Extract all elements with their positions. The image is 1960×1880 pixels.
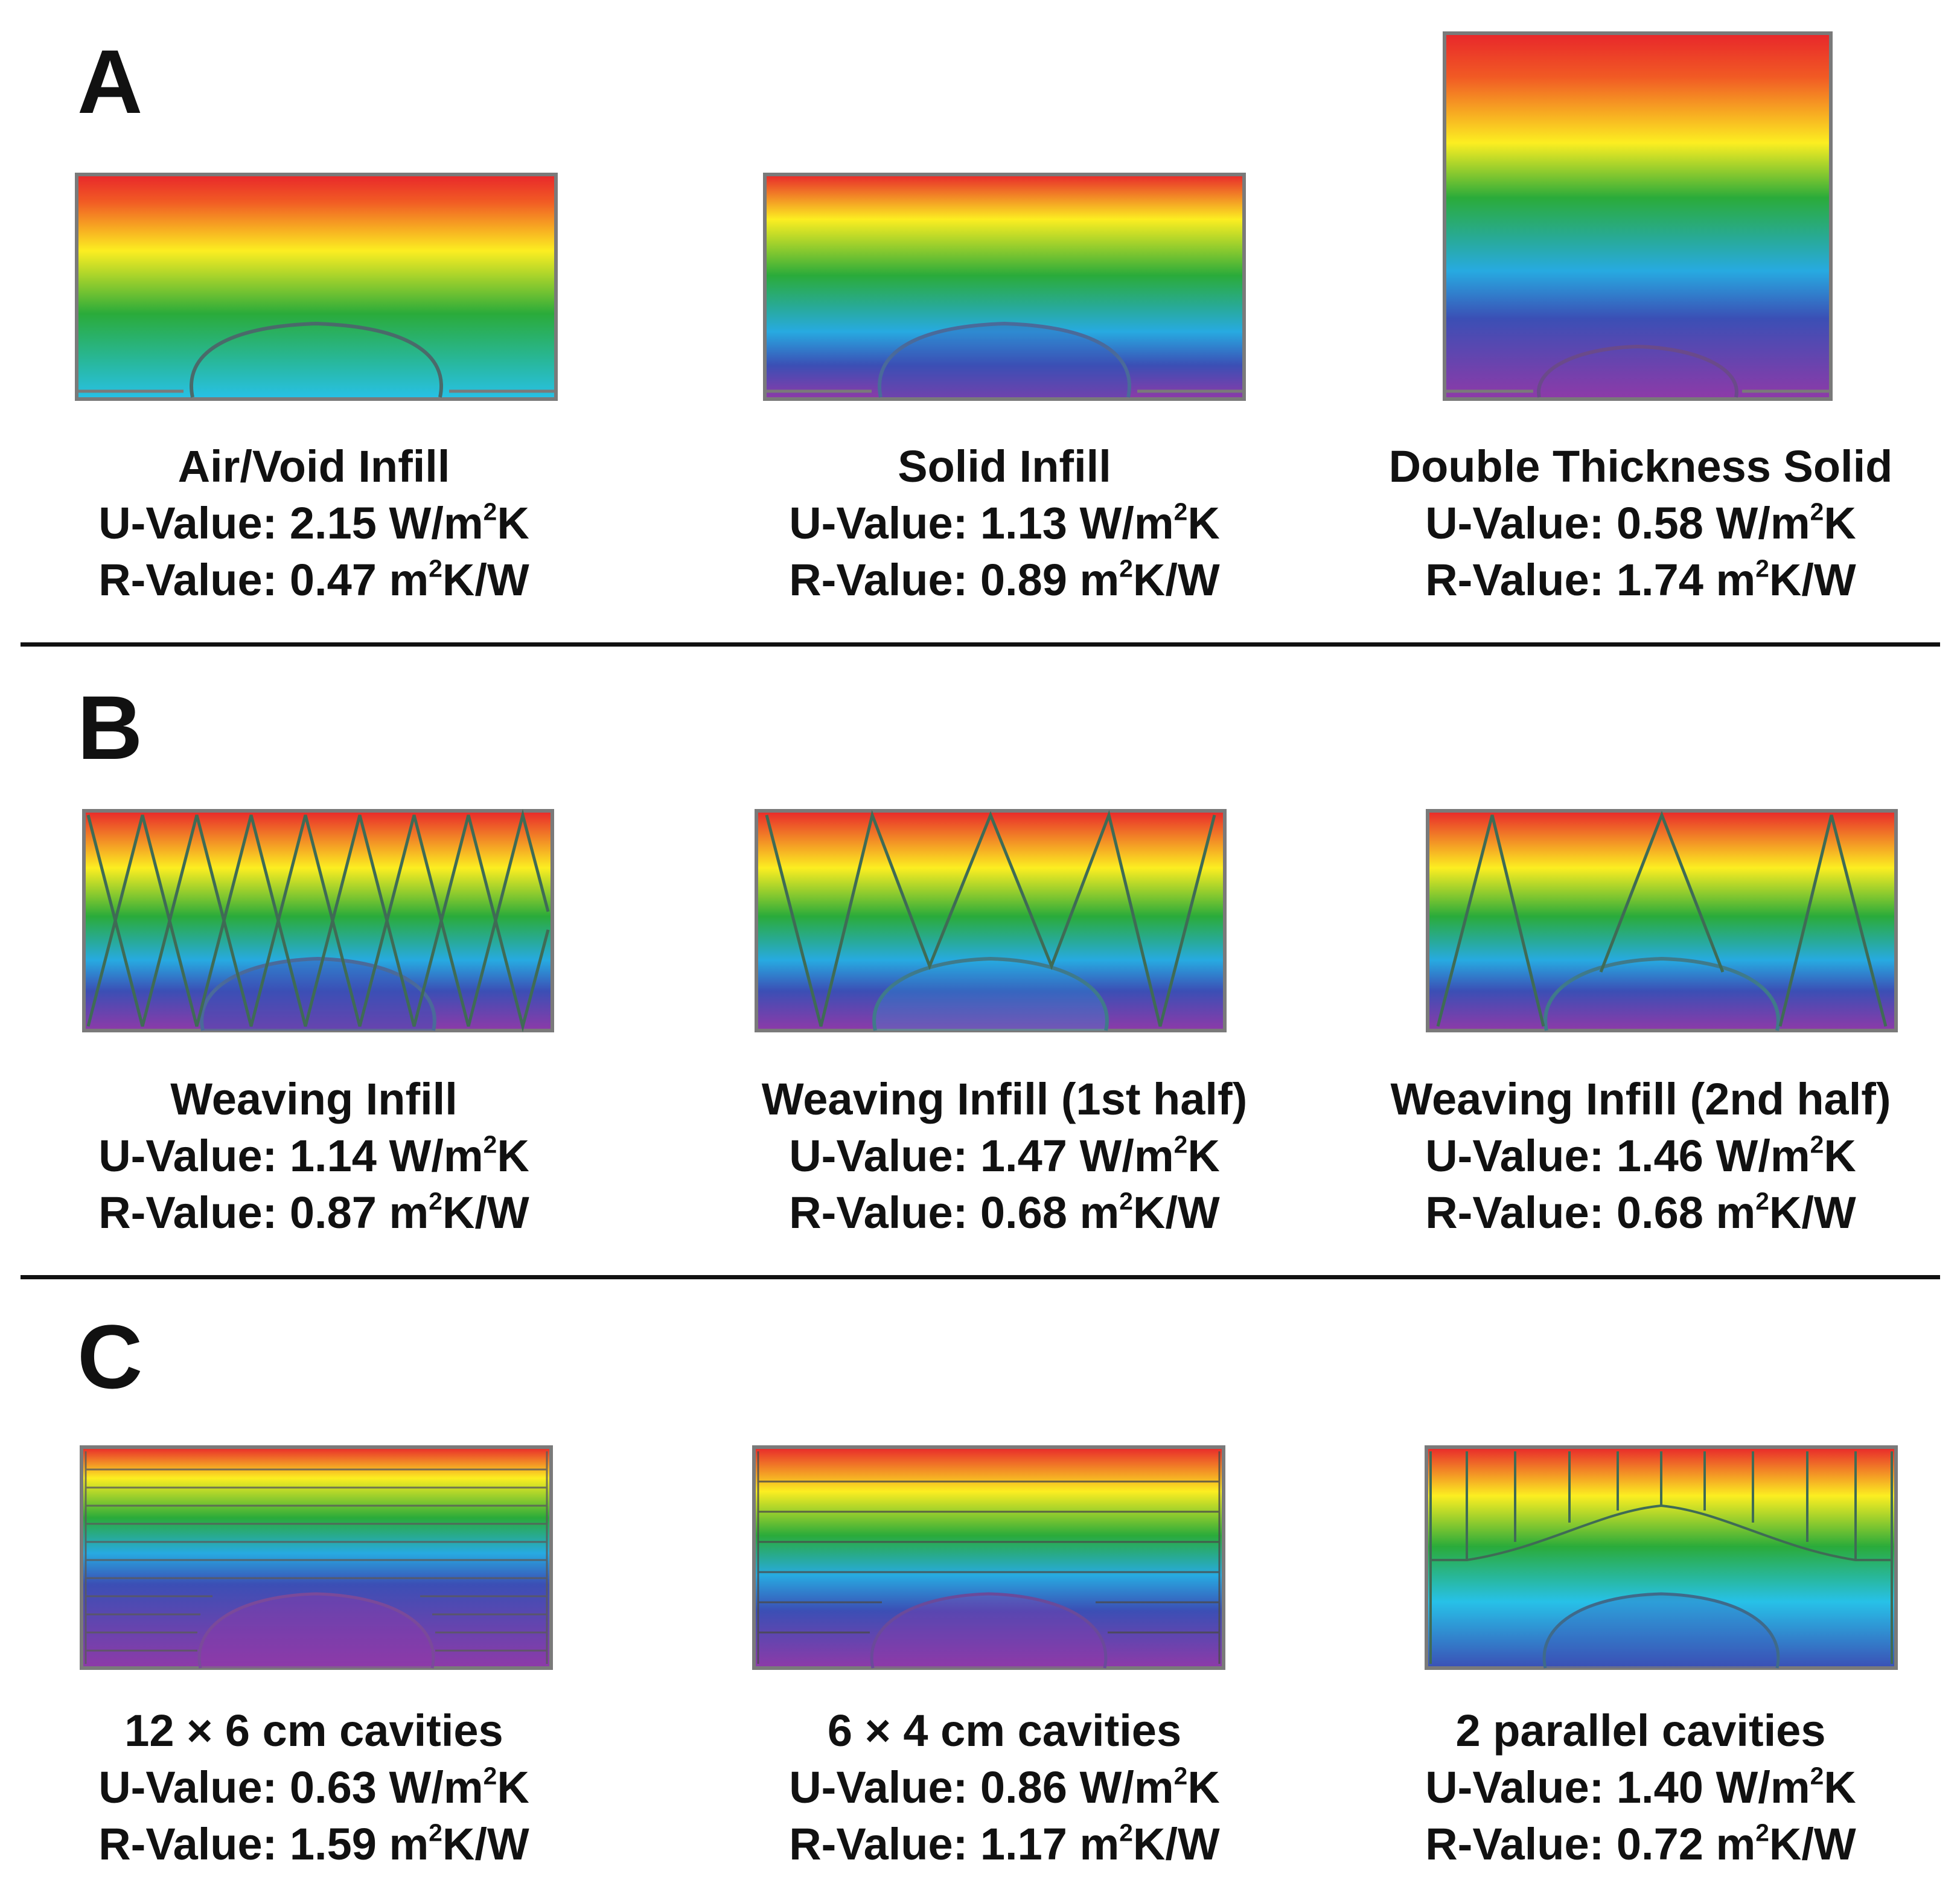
thermal-map-weaving-infill	[82, 809, 554, 1032]
u-value-line: U-Value: 0.63 W/m2K	[98, 1762, 529, 1812]
r-value-line: R-Value: 0.47 m2K/W	[98, 554, 529, 605]
divider-a-b	[21, 642, 1940, 647]
panel-title: Air/Void Infill	[177, 441, 450, 491]
panel-title: Weaving Infill (2nd half)	[1390, 1074, 1891, 1124]
section-letter-b: B	[77, 677, 143, 778]
r-value-line: R-Value: 1.74 m2K/W	[1425, 554, 1856, 605]
panel-title: 2 parallel cavities	[1455, 1706, 1826, 1756]
caption-6x4-cavities: 6 × 4 cm cavities U-Value: 0.86 W/m2K R-…	[691, 1703, 1318, 1873]
u-value-line: U-Value: 0.58 W/m2K	[1425, 497, 1856, 548]
caption-12x6-cavities: 12 × 6 cm cavities U-Value: 0.63 W/m2K R…	[0, 1703, 628, 1873]
thermal-map-2-parallel-cavities	[1425, 1445, 1898, 1670]
thermal-map-weaving-infill-1st-half	[755, 809, 1227, 1032]
r-value-line: R-Value: 0.68 m2K/W	[789, 1187, 1220, 1238]
r-value-line: R-Value: 0.68 m2K/W	[1425, 1187, 1856, 1238]
r-value-line: R-Value: 1.59 m2K/W	[98, 1818, 529, 1869]
r-value-line: R-Value: 0.87 m2K/W	[98, 1187, 529, 1238]
divider-b-c	[21, 1275, 1940, 1279]
thermal-map-12x6-cavities	[80, 1445, 553, 1670]
u-value-line: U-Value: 1.14 W/m2K	[98, 1130, 529, 1181]
u-value-line: U-Value: 1.47 W/m2K	[789, 1130, 1220, 1181]
caption-solid-infill: Solid Infill U-Value: 1.13 W/m2K R-Value…	[691, 438, 1318, 609]
caption-air-void-infill: Air/Void Infill U-Value: 2.15 W/m2K R-Va…	[0, 438, 628, 609]
panel-title: Solid Infill	[898, 441, 1111, 491]
u-value-line: U-Value: 1.40 W/m2K	[1425, 1762, 1856, 1812]
caption-weaving-infill-1st-half: Weaving Infill (1st half) U-Value: 1.47 …	[691, 1071, 1318, 1241]
panel-title: 12 × 6 cm cavities	[124, 1706, 503, 1756]
caption-weaving-infill: Weaving Infill U-Value: 1.14 W/m2K R-Val…	[0, 1071, 628, 1241]
u-value-line: U-Value: 2.15 W/m2K	[98, 497, 529, 548]
thermal-map-weaving-infill-2nd-half	[1426, 809, 1898, 1032]
panel-title: 6 × 4 cm cavities	[827, 1706, 1182, 1756]
thermal-map-6x4-cavities	[752, 1445, 1225, 1670]
panel-title: Weaving Infill	[170, 1074, 458, 1124]
u-value-line: U-Value: 0.86 W/m2K	[789, 1762, 1220, 1812]
section-letter-c: C	[77, 1306, 143, 1407]
panel-title: Double Thickness Solid	[1388, 441, 1893, 491]
u-value-line: U-Value: 1.13 W/m2K	[789, 497, 1220, 548]
caption-double-thickness-solid: Double Thickness Solid U-Value: 0.58 W/m…	[1327, 438, 1955, 609]
u-value-line: U-Value: 1.46 W/m2K	[1425, 1130, 1856, 1181]
r-value-line: R-Value: 0.89 m2K/W	[789, 554, 1220, 605]
panel-title: Weaving Infill (1st half)	[761, 1074, 1248, 1124]
r-value-line: R-Value: 0.72 m2K/W	[1425, 1818, 1856, 1869]
section-letter-a: A	[77, 31, 143, 132]
thermal-map-air-void-infill	[75, 173, 558, 401]
thermal-map-double-thickness-solid	[1443, 31, 1833, 401]
caption-weaving-infill-2nd-half: Weaving Infill (2nd half) U-Value: 1.46 …	[1327, 1071, 1955, 1241]
r-value-line: R-Value: 1.17 m2K/W	[789, 1818, 1220, 1869]
caption-2-parallel-cavities: 2 parallel cavities U-Value: 1.40 W/m2K …	[1327, 1703, 1955, 1873]
thermal-map-solid-infill	[763, 173, 1246, 401]
